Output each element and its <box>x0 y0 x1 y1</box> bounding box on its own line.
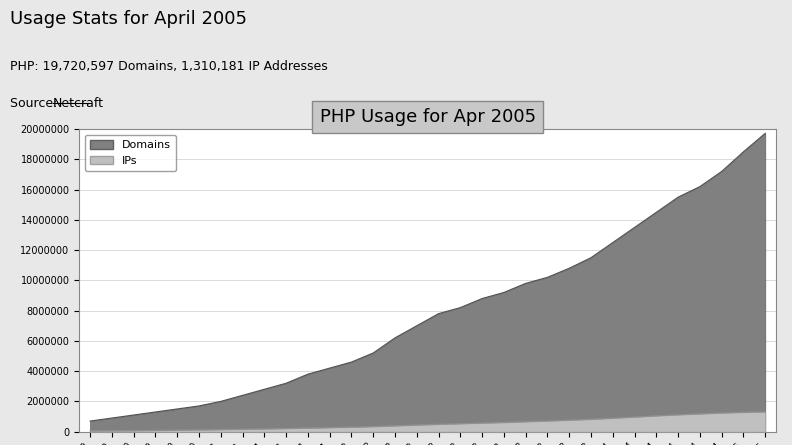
Text: Usage Stats for April 2005: Usage Stats for April 2005 <box>10 10 246 28</box>
Text: Netcraft: Netcraft <box>53 97 104 110</box>
Title: PHP Usage for Apr 2005: PHP Usage for Apr 2005 <box>320 108 535 126</box>
Text: PHP: 19,720,597 Domains, 1,310,181 IP Addresses: PHP: 19,720,597 Domains, 1,310,181 IP Ad… <box>10 60 327 73</box>
Legend: Domains, IPs: Domains, IPs <box>85 134 176 171</box>
Text: Source:: Source: <box>10 97 61 110</box>
